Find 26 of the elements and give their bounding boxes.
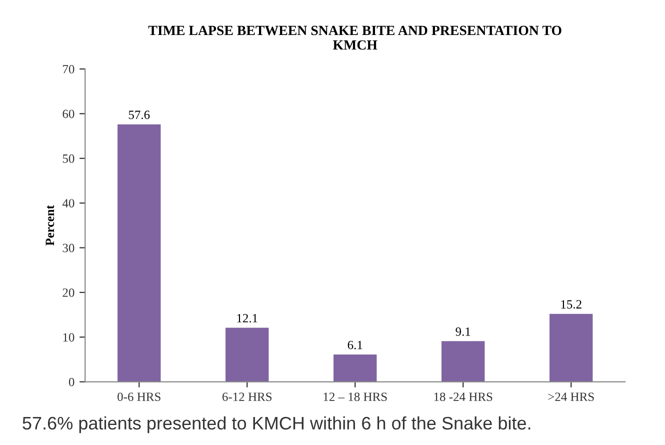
text: 57.6% patients presented to KMCH within 6 h of the Snake bite. [22, 416, 530, 434]
y-tick-label: 60 [62, 110, 74, 118]
data-label: 57.6 [128, 110, 150, 120]
x-tick-label: >24 HRS [548, 392, 594, 402]
y-tick-label: 20 [62, 288, 74, 297]
data-label: 9.1 [456, 327, 470, 336]
x-tick-label: 12 – 18 HRS [324, 392, 387, 402]
x-tick-label: 0-6 HRS [118, 392, 160, 402]
data-label: 6.1 [348, 340, 362, 350]
y-tick-label: 40 [62, 199, 74, 208]
bar [226, 328, 269, 382]
bar [442, 341, 485, 382]
bar [118, 124, 161, 382]
y-tick-label: 50 [62, 154, 74, 163]
x-tick-label: 6-12 HRS [222, 392, 272, 402]
chart-title: TIME LAPSE BETWEEN SNAKE BITE AND PRESENTATION TO KMCH [148, 26, 562, 50]
bar [550, 314, 593, 382]
y-tick-label: 10 [63, 333, 74, 342]
y-axis-title: Percent [46, 205, 54, 246]
x-tick-label: 18 -24 HRS [434, 392, 492, 402]
data-label: 12.1 [237, 314, 258, 322]
y-tick-label: 30 [62, 244, 74, 252]
y-tick-label: 70 [63, 65, 74, 74]
bar [334, 354, 377, 382]
y-tick-label: 0 [68, 378, 74, 386]
data-label: 15.2 [561, 300, 582, 309]
